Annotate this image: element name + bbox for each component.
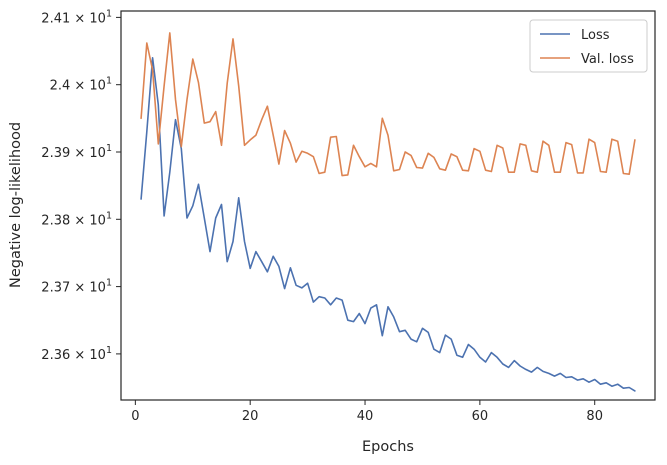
y-tick-label: 2.38 × 101: [41, 210, 112, 228]
series-lines: [140, 32, 636, 392]
x-tick-label: 60: [472, 409, 489, 424]
y-axis-ticks: 2.36 × 101 2.37 × 101 2.38 × 101 2.39 × 101…: [41, 8, 121, 363]
y-tick-label: 2.37 × 101: [41, 278, 112, 296]
y-tick-label: 2.39 × 101: [41, 143, 112, 161]
y-tick-label: 2.36 × 101: [41, 345, 112, 363]
legend-label-val-loss: Val. loss: [581, 52, 634, 67]
legend-label-loss: Loss: [581, 28, 610, 43]
plot-background: [121, 11, 655, 400]
legend: Loss Val. loss: [529, 19, 648, 73]
x-tick-label: 0: [131, 409, 139, 424]
y-tick-label: 2.4 × 101: [50, 76, 112, 94]
y-tick-label: 2.41 × 101: [41, 8, 112, 26]
legend-box: [529, 19, 648, 73]
x-tick-label: 40: [357, 409, 374, 424]
series-line-loss: [140, 56, 636, 392]
plot-frame: [120, 10, 656, 401]
series-line-val-loss: [140, 32, 636, 177]
y-axis-label: Negative log-likelihood: [8, 122, 24, 288]
x-tick-label: 20: [242, 409, 259, 424]
x-axis-label: Epochs: [362, 439, 414, 455]
x-axis-ticks: 0 20 40 60 80: [131, 400, 603, 424]
x-tick-label: 80: [586, 409, 603, 424]
